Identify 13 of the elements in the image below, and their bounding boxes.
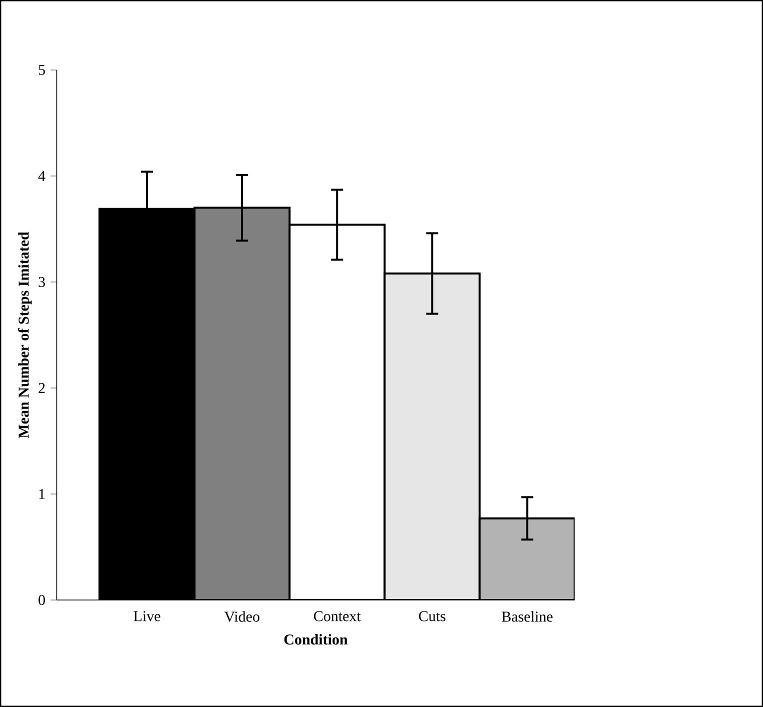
x-axis-title: Condition: [284, 634, 348, 645]
x-tick-label: Baseline: [502, 611, 553, 622]
y-tick-label: 1: [39, 489, 45, 499]
y-tick-label: 2: [38, 383, 45, 393]
x-tick-label: Cuts: [419, 611, 446, 622]
y-tick-label: 5: [38, 64, 45, 75]
y-tick-label: 0: [38, 594, 45, 606]
y-tick-label: 3: [38, 276, 45, 288]
x-tick-label: Video: [224, 611, 260, 622]
y-axis-title: Mean Number of Steps Imitated: [18, 232, 32, 438]
y-tick-label: 4: [38, 171, 46, 181]
x-tick-label: Context: [314, 611, 361, 622]
x-tick-label: Live: [134, 611, 160, 622]
